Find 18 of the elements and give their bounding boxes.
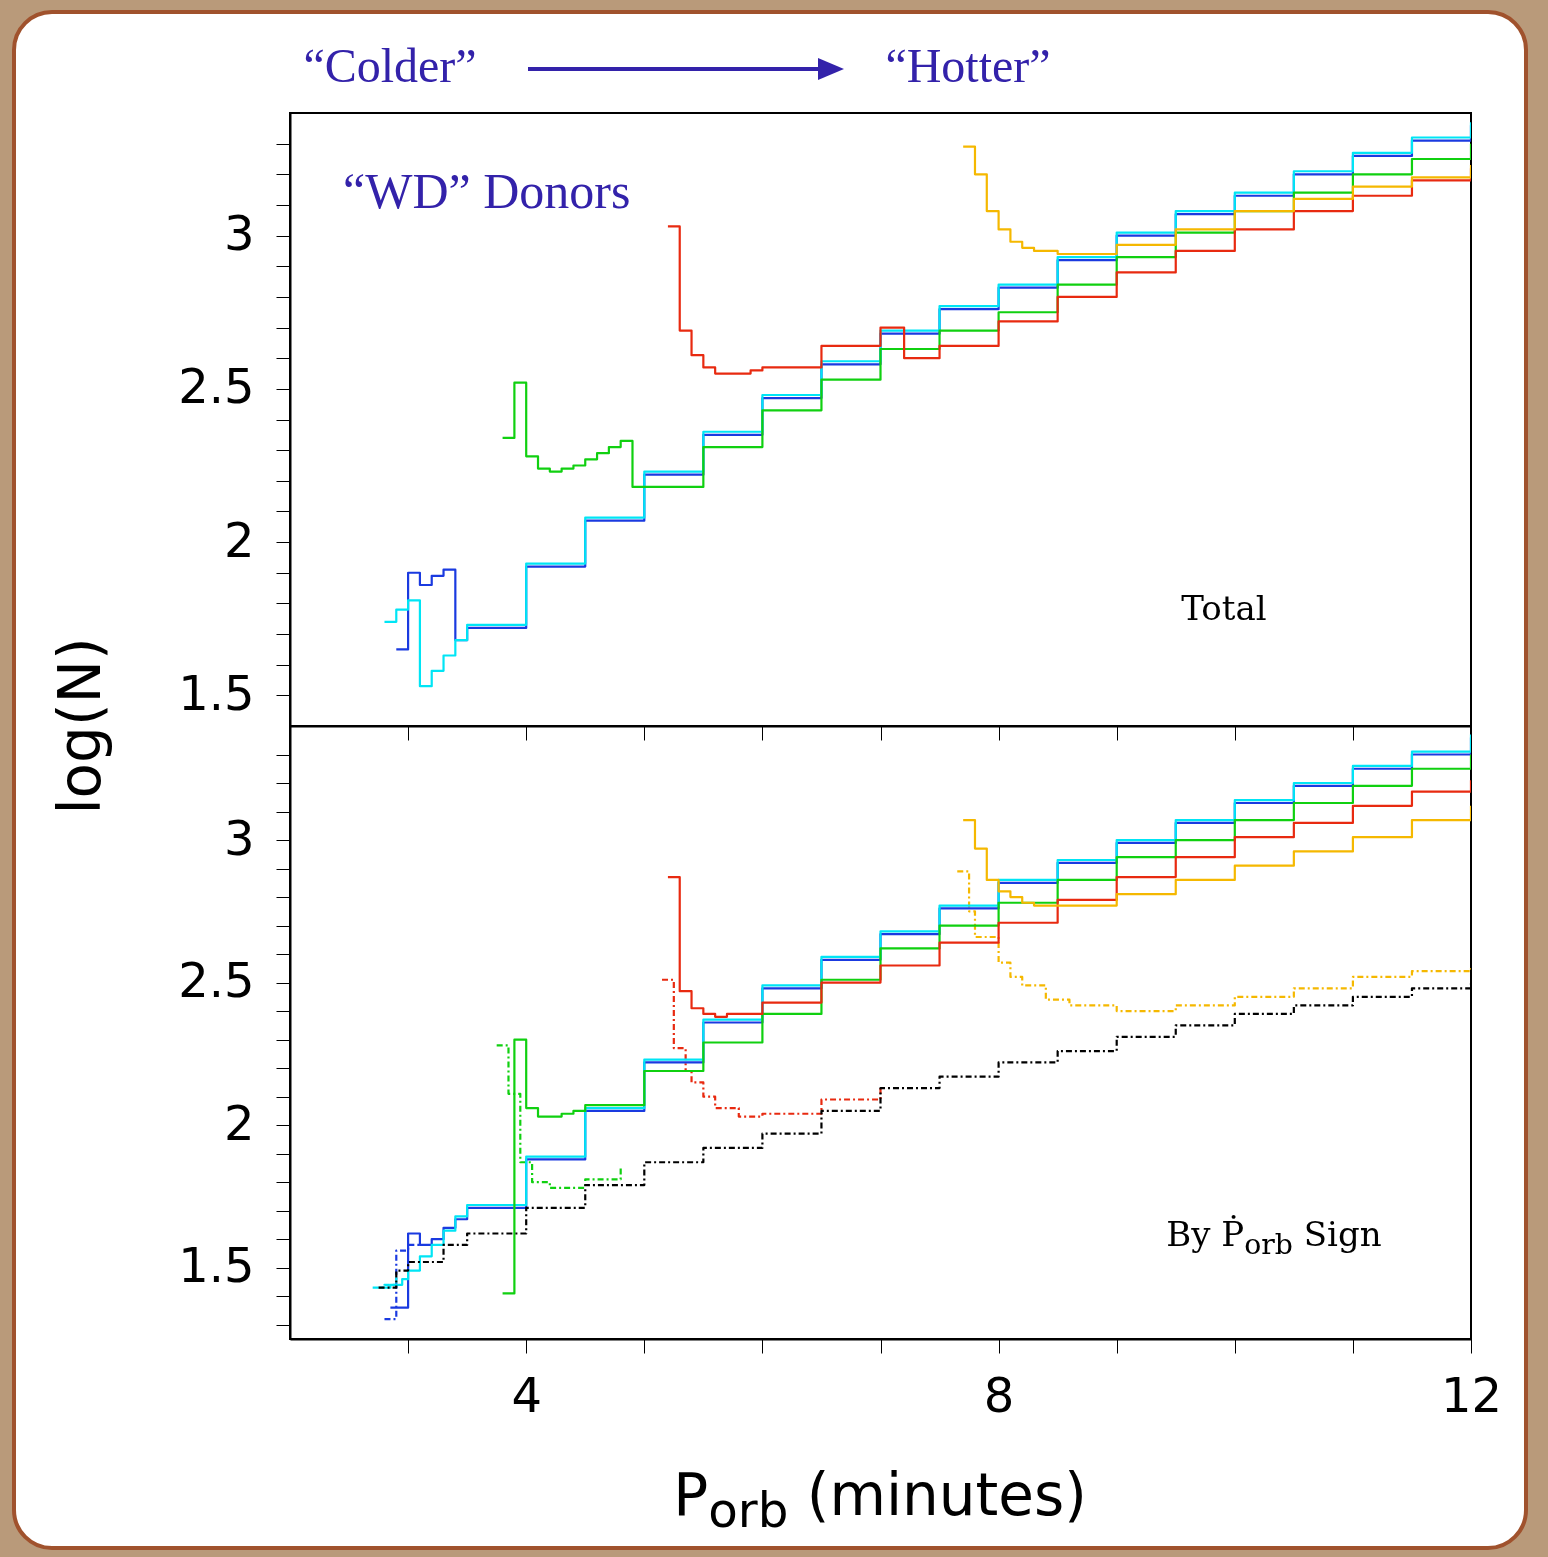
y-tick-label: 2 xyxy=(223,511,255,568)
annotation: “WD” Donors xyxy=(343,163,631,219)
x-tick-label: 4 xyxy=(511,1366,542,1423)
annotation: By Ṗ$_{orb}$ Sign xyxy=(1166,1213,1382,1261)
y-tick-label: 2.5 xyxy=(178,358,255,415)
y-tick-label: 2 xyxy=(223,1094,255,1151)
x-tick-label: 12 xyxy=(1440,1366,1503,1423)
text: “Hotter” xyxy=(885,39,1051,92)
y-tick-label: 1.5 xyxy=(178,1237,255,1294)
y-axis-title: log(N) xyxy=(46,637,114,815)
text: “Colder” xyxy=(303,39,477,92)
y-tick-label: 1.5 xyxy=(178,664,255,721)
annotation: Total xyxy=(1181,588,1267,628)
y-tick-label: 3 xyxy=(223,205,255,262)
y-tick-label: 2.5 xyxy=(178,952,255,1009)
x-axis-title: P$_{orb}$ (minutes) xyxy=(673,1460,1087,1539)
y-tick-label: 3 xyxy=(223,809,255,866)
x-tick-label: 8 xyxy=(983,1366,1015,1423)
